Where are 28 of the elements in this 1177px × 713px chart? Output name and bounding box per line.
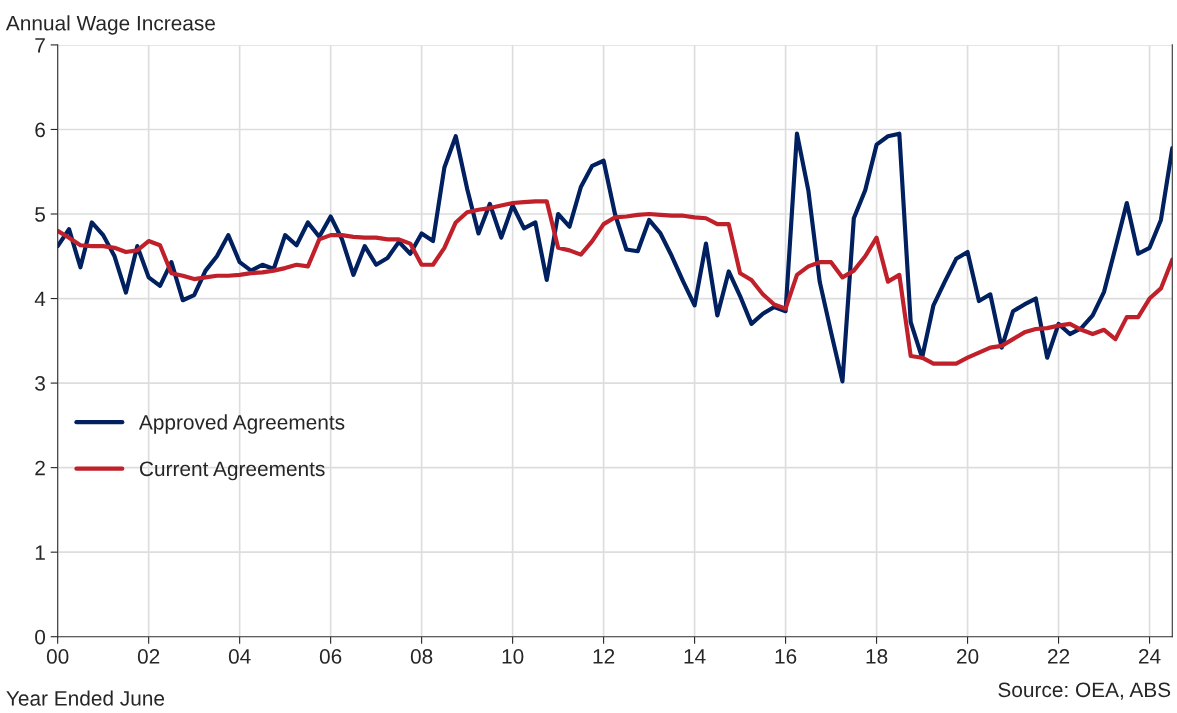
x-tick-label: 24 xyxy=(1139,649,1161,664)
y-tick-label: 3 xyxy=(35,376,45,391)
x-tick-label: 10 xyxy=(502,649,524,664)
x-axis-title: Year Ended June xyxy=(6,690,165,706)
x-tick-label: 06 xyxy=(319,649,342,664)
x-tick-label: 18 xyxy=(866,649,888,664)
x-tick-label: 20 xyxy=(957,649,979,664)
y-tick-label: 1 xyxy=(35,545,45,560)
line-series xyxy=(57,131,1173,384)
source-note: Source: OEA, ABS xyxy=(998,682,1171,700)
x-tick-label: 16 xyxy=(775,649,797,664)
x-tick-label: 12 xyxy=(593,649,615,664)
x-tick-label: 02 xyxy=(137,649,160,664)
y-tick-label: 6 xyxy=(35,122,45,138)
line-series xyxy=(57,199,1173,366)
y-axis-title: Annual Wage Increase xyxy=(5,15,215,35)
legend-label: Approved Agreements xyxy=(138,414,345,434)
x-tick-label: 08 xyxy=(410,649,433,664)
x-tick-label: 04 xyxy=(228,649,251,664)
y-tick-label: 7 xyxy=(35,38,45,53)
x-tick-label: 14 xyxy=(684,649,706,664)
y-tick-label: 4 xyxy=(34,291,46,307)
legend-label: Current Agreements xyxy=(139,461,325,481)
x-tick-label: 00 xyxy=(46,649,69,664)
y-tick-label: 2 xyxy=(35,460,45,476)
y-tick-label: 0 xyxy=(35,629,46,645)
y-tick-label: 5 xyxy=(35,207,45,222)
x-tick-label: 22 xyxy=(1048,649,1070,664)
